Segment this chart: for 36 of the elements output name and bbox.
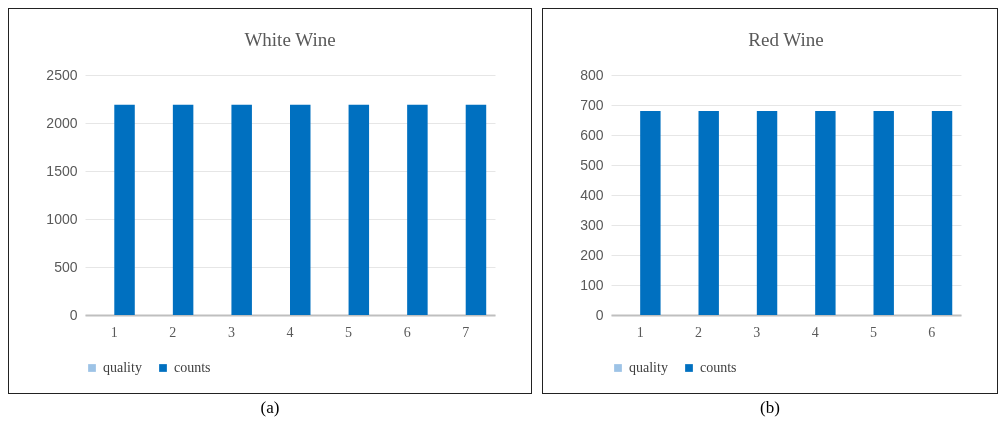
x-tick-label: 7	[462, 324, 470, 340]
y-tick-label: 700	[580, 96, 604, 113]
x-tick-label: 1	[110, 324, 118, 340]
text: (a)	[260, 398, 280, 418]
x-tick-label: 3	[227, 324, 235, 340]
y-tick-label: 500	[580, 156, 604, 173]
x-tick-label: 2	[169, 324, 177, 340]
x-tick-label: 6	[928, 324, 936, 340]
legend-label: quality	[629, 360, 668, 375]
y-tick-label: 100	[580, 276, 604, 293]
y-tick-label: 0	[595, 306, 604, 323]
x-tick-label: 3	[753, 324, 761, 340]
legend-label: counts	[700, 360, 737, 375]
y-tick-label: 500	[54, 258, 78, 275]
chart-title: Red Wine	[748, 29, 824, 50]
y-tick-label: 1500	[46, 162, 78, 179]
y-tick-label: 600	[580, 126, 604, 143]
x-tick-label: 1	[636, 324, 644, 340]
y-tick-label: 800	[580, 66, 604, 83]
x-tick-label: 4	[286, 324, 294, 340]
y-tick-label: 1000	[46, 210, 78, 227]
y-tick-label: 2000	[46, 114, 78, 131]
x-tick-label: 5	[870, 324, 877, 340]
y-tick-label: 2500	[46, 66, 78, 83]
x-tick-label: 6	[403, 324, 411, 340]
y-tick-label: 400	[580, 186, 604, 203]
x-tick-label: 4	[811, 324, 819, 340]
y-tick-label: 200	[580, 246, 604, 263]
x-tick-label: 2	[695, 324, 702, 340]
x-tick-label: 5	[345, 324, 353, 340]
chart-title: White Wine	[244, 29, 336, 50]
y-tick-label: 0	[69, 306, 78, 323]
y-tick-label: 300	[580, 216, 604, 233]
legend-label: counts	[174, 360, 211, 375]
legend-label: quality	[103, 360, 142, 375]
text: (b)	[760, 398, 780, 418]
